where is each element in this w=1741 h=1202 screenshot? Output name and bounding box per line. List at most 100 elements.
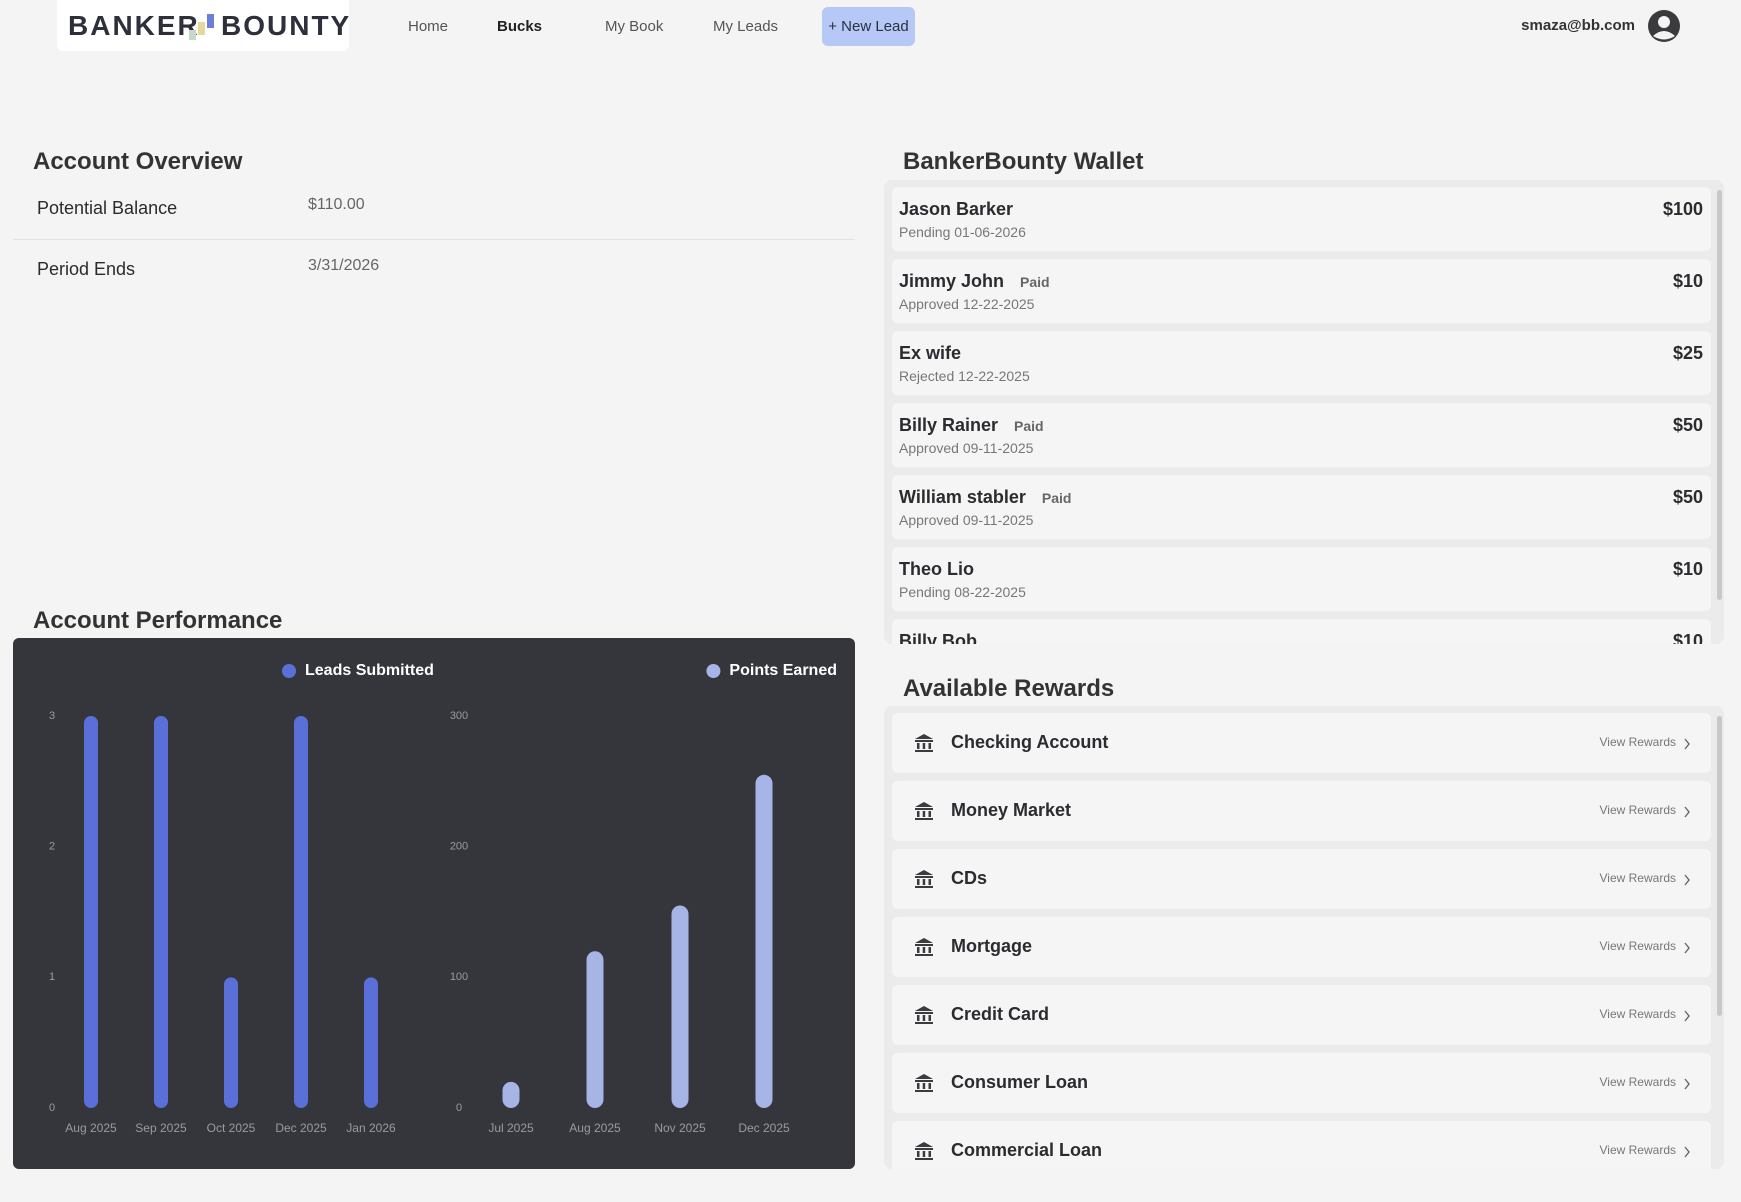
wallet-name: Billy Rainer [899,415,999,435]
wallet-item[interactable]: Jason Barker Pending 01-06-2026 $100 [892,187,1711,251]
reward-item[interactable]: Checking Account View Rewards [892,713,1711,773]
user-email: smaza@bb.com [1521,17,1635,34]
y-tick-label: 3 [49,710,55,722]
new-lead-button[interactable] [822,7,915,46]
bar [671,905,689,1108]
x-tick-label: Dec 2025 [738,1121,790,1135]
wallet-name: Jimmy John [899,271,1005,291]
nav-link[interactable]: My Leads [713,18,779,35]
wallet-amount: $50 [1672,415,1703,435]
avatar[interactable] [1647,9,1681,43]
section-title: BankerBounty Wallet [903,148,1144,175]
bank-icon [914,801,934,821]
view-rewards-link[interactable]: View Rewards [1599,1075,1676,1089]
y-tick-label: 200 [450,841,468,853]
wallet-name: Ex wife [899,343,962,363]
chevron [1683,1145,1691,1158]
x-tick-label: Jan 2026 [346,1121,396,1135]
wallet-amount: $10 [1672,631,1703,644]
chart-panel: 0 1 2 3 Aug 2025 Sep 2025 Oct 2025 Dec 2025 Jan … [13,638,855,1169]
section-title: Account Performance [33,607,283,634]
new-lead-label[interactable]: + New Lead [828,18,909,35]
reward-name: Consumer Loan [951,1072,1089,1092]
y-tick-label: 1 [49,971,55,983]
wallet-item[interactable]: Billy Bob $10 [892,619,1711,644]
y-tick-label: 300 [450,710,468,722]
x-tick-label: Sep 2025 [135,1121,187,1135]
row-label: Period Ends [37,259,136,279]
reward-item[interactable]: Credit Card View Rewards [892,985,1711,1045]
x-tick-label: Oct 2025 [207,1121,256,1135]
legend-icon [282,664,296,678]
reward-name: Checking Account [951,732,1109,752]
wallet-list: Jason Barker Pending 01-06-2026 $100 Jimmy … [884,180,1724,644]
row-value: 3/31/2026 [308,257,380,274]
reward-name: Commercial Loan [951,1140,1103,1160]
bar [586,951,604,1108]
legend-label: Points Earned [729,662,837,679]
nav-link[interactable]: Bucks [497,18,543,35]
wallet-name: Jason Barker [899,199,1014,219]
status-badge: Paid [1041,490,1072,506]
row-label: Potential Balance [37,198,178,218]
y-tick-label: 0 [49,1102,55,1114]
wallet-item[interactable]: William stabler Paid Approved 09-11-2025 $5… [892,475,1711,539]
bank-icon [914,869,934,889]
wallet-status: Approved 12-22-2025 [899,296,1035,312]
y-tick-label: 0 [456,1102,462,1114]
reward-name: Credit Card [951,1004,1050,1024]
reward-item[interactable]: Money Market View Rewards [892,781,1711,841]
logo-text: BOUNTY [221,10,352,41]
reward-item[interactable]: Consumer Loan View Rewards [892,1053,1711,1113]
view-rewards-link[interactable]: View Rewards [1599,735,1676,749]
wallet-name: Theo Lio [899,559,974,579]
bank-icon [914,1073,934,1093]
view-rewards-link[interactable]: View Rewards [1599,1007,1676,1021]
wallet-item[interactable]: Billy Rainer Paid Approved 09-11-2025 $50 [892,403,1711,467]
view-rewards-link[interactable]: View Rewards [1599,871,1676,885]
nav-link[interactable]: My Book [605,18,664,35]
chevron [1683,1009,1691,1022]
legend-label: Leads Submitted [305,662,434,679]
wallet-item[interactable]: Theo Lio Pending 08-22-2025 $10 [892,547,1711,611]
wallet-amount: $10 [1672,271,1703,291]
bank-icon [914,937,934,957]
bar [84,716,98,1108]
chevron [1683,941,1691,954]
bar [294,716,308,1108]
bank-icon [914,1005,934,1025]
bar [224,977,238,1108]
legend-icon [706,664,721,678]
status-badge: Paid [1014,418,1044,434]
reward-item[interactable]: Mortgage View Rewards [892,917,1711,977]
x-tick-label: Jul 2025 [488,1121,534,1135]
chart: 0 1 2 3 Aug 2025 Sep 2025 Oct 2025 Dec 2025 Jan … [49,662,837,1135]
status-badge: Paid [1020,274,1050,290]
wallet-status: Rejected 12-22-2025 [899,368,1030,384]
wallet-item[interactable]: Jimmy John Paid Approved 12-22-2025 $10 [892,259,1711,323]
chevron [1683,737,1691,750]
x-tick-label: Aug 2025 [569,1121,621,1135]
row-value: $110.00 [308,196,365,213]
logo-text: BANKER [68,10,200,41]
chevron [1683,805,1691,818]
y-tick-label: 2 [49,841,55,853]
view-rewards-link[interactable]: View Rewards [1599,939,1676,953]
wallet-item[interactable]: Ex wife Rejected 12-22-2025 $25 [892,331,1711,395]
bar [154,716,168,1108]
chevron [1683,873,1691,886]
logo-mark [189,14,214,40]
nav-link[interactable]: Home [408,18,449,35]
section-title: Available Rewards [903,675,1115,702]
wallet-status: Pending 01-06-2026 [899,224,1026,240]
wallet-amount: $10 [1672,559,1703,579]
x-tick-label: Aug 2025 [65,1121,117,1135]
divider [13,239,855,240]
view-rewards-link[interactable]: View Rewards [1599,1143,1676,1157]
reward-item[interactable]: CDs View Rewards [892,849,1711,909]
wallet-name: William stabler [899,487,1026,507]
reward-item[interactable]: Commercial Loan View Rewards [892,1121,1711,1169]
logo[interactable]: BANKER BOUNTY [57,0,349,51]
view-rewards-link[interactable]: View Rewards [1599,803,1676,817]
